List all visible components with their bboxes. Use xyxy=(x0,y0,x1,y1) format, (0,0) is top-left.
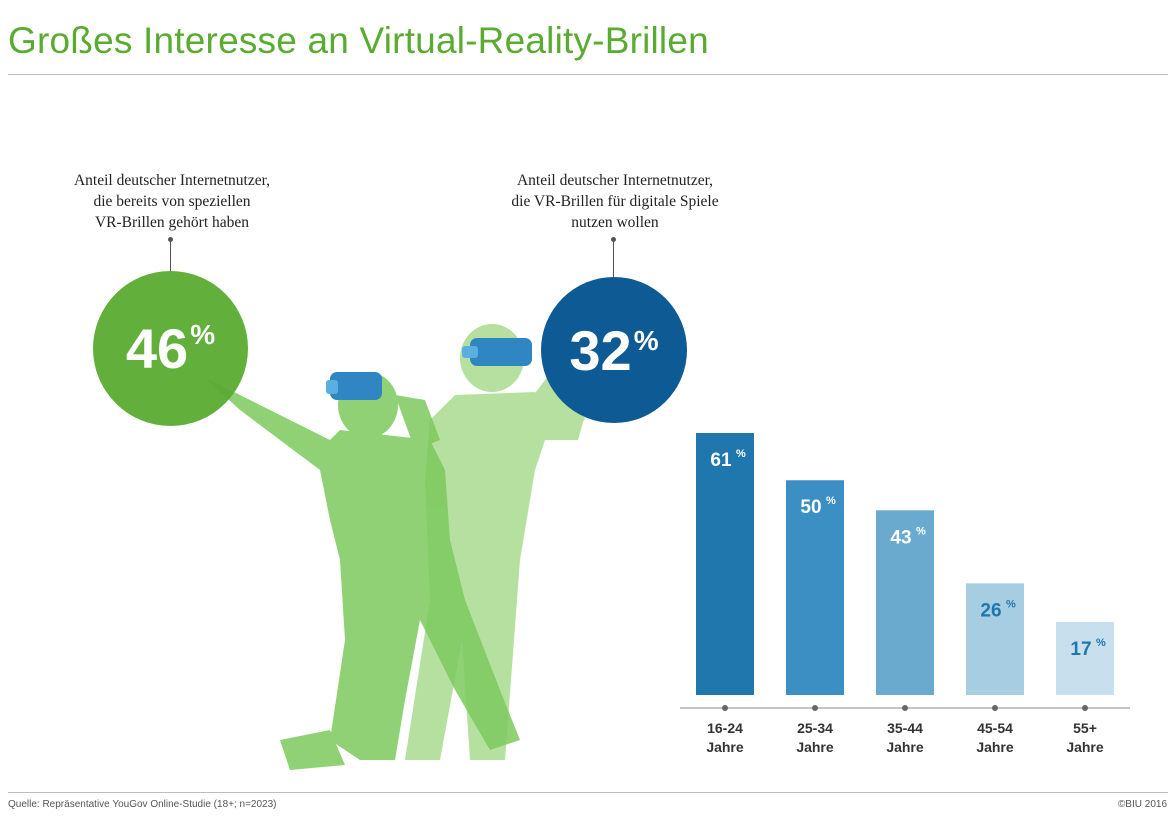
left-stat-circle: 46 % xyxy=(93,271,248,426)
bar xyxy=(696,433,754,695)
bar-value-label: 43 xyxy=(890,527,911,548)
x-tick-label: 45-54 xyxy=(977,720,1013,736)
right-stat-circle: 32 % xyxy=(541,277,687,423)
bar-value-label: 61 xyxy=(710,450,732,471)
bar xyxy=(786,480,844,695)
footer-divider xyxy=(8,792,1168,793)
x-tick-label: Jahre xyxy=(886,739,924,755)
bar-value-label: 50 xyxy=(800,497,821,518)
left-stat-value: 46 xyxy=(125,317,189,380)
right-leader-dot xyxy=(611,237,616,242)
bar-value-unit: % xyxy=(1096,637,1106,649)
bar-value-label: 17 xyxy=(1070,639,1091,660)
right-stat-unit: % xyxy=(633,325,659,356)
bar-value-label: 26 xyxy=(980,600,1001,621)
right-stat-caption: Anteil deutscher Internetnutzer, die VR-… xyxy=(511,172,719,231)
left-stat-unit: % xyxy=(190,319,216,350)
x-tick-label: 25-34 xyxy=(797,720,833,736)
back-headset-icon xyxy=(462,338,532,366)
bar-value-unit: % xyxy=(916,525,926,537)
bar-value-unit: % xyxy=(736,448,746,460)
x-tick-label: Jahre xyxy=(706,739,744,755)
x-tick-label: 35-44 xyxy=(887,720,923,736)
x-tick-label: Jahre xyxy=(976,739,1014,755)
x-tick-label: 16-24 xyxy=(707,720,743,736)
left-leader-dot xyxy=(168,237,173,242)
x-tick-dot xyxy=(812,705,818,711)
title-divider xyxy=(8,74,1168,75)
bar-value-unit: % xyxy=(826,495,836,507)
right-stat-value: 32 xyxy=(569,318,632,382)
x-tick-dot xyxy=(992,705,998,711)
x-tick-label: Jahre xyxy=(796,739,834,755)
right-leader-line xyxy=(613,240,614,278)
left-stat-caption: Anteil deutscher Internetnutzer, die ber… xyxy=(73,172,271,231)
front-headset-icon xyxy=(326,372,382,400)
bar xyxy=(876,510,934,695)
page-title: Großes Interesse an Virtual-Reality-Bril… xyxy=(8,20,709,61)
bar-value-unit: % xyxy=(1006,598,1016,610)
copyright-note: ©BIU 2016 xyxy=(1117,799,1167,810)
x-tick-label: 55+ xyxy=(1073,720,1097,736)
x-tick-dot xyxy=(722,705,728,711)
x-tick-dot xyxy=(1082,705,1088,711)
source-note: Quelle: Repräsentative YouGov Online-Stu… xyxy=(8,799,277,810)
age-group-bar-chart: 61 % 16-24 Jahre 50 % 25-34 Jahre 43 % 35-44 Jahre 2… xyxy=(680,433,1130,755)
left-leader-line xyxy=(170,240,171,272)
x-tick-label: Jahre xyxy=(1066,739,1104,755)
bar xyxy=(1056,621,1114,695)
bar xyxy=(966,583,1024,695)
x-tick-dot xyxy=(902,705,908,711)
